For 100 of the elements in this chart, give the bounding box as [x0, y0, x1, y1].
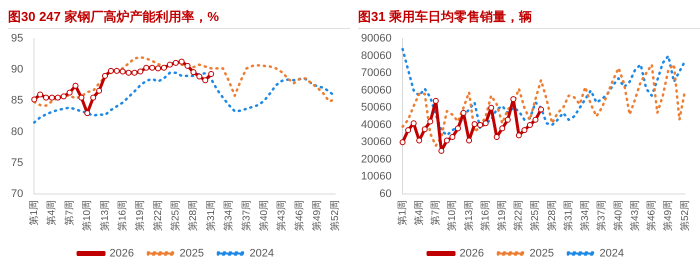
chart-title: 图30 247 家钢厂高炉产能利用率，%: [8, 8, 350, 29]
point: [427, 118, 434, 125]
point: [208, 71, 214, 78]
legend-label: 2024: [599, 248, 624, 260]
point: [482, 120, 489, 126]
x-tick-label: 第1周: [28, 200, 40, 226]
point: [521, 127, 528, 134]
x-tick-label: 第10周: [446, 200, 458, 231]
y-tick-label: 30060: [360, 136, 392, 148]
point: [184, 62, 191, 69]
point: [499, 125, 506, 132]
x-tick-label: 第16周: [116, 200, 128, 231]
x-tick-label: 第10周: [81, 200, 94, 231]
x-tick-label: 第52周: [328, 200, 341, 231]
point: [43, 94, 50, 101]
x-tick-label: 第4周: [412, 200, 425, 226]
x-tick-label: 第46周: [646, 200, 658, 231]
x-tick-label: 第43周: [628, 200, 641, 231]
y-tick-label: 95: [10, 32, 24, 45]
y-tick-label: 40060: [360, 118, 392, 131]
point: [131, 70, 138, 76]
point: [422, 126, 428, 132]
point: [532, 116, 538, 123]
x-tick-label: 第28周: [546, 200, 558, 231]
point: [494, 134, 500, 140]
point: [149, 64, 156, 71]
point: [166, 62, 173, 68]
point: [96, 88, 102, 94]
y-tick-label: 20060: [360, 153, 392, 166]
point: [526, 122, 533, 128]
x-tick-label: 第52周: [678, 200, 691, 231]
legend-label: 2025: [180, 248, 204, 260]
point: [454, 125, 461, 132]
x-tick-label: 第40周: [612, 200, 624, 231]
x-tick-label: 第46周: [293, 200, 306, 231]
point: [477, 122, 484, 128]
x-tick-label: 第22周: [152, 200, 164, 231]
point: [126, 70, 132, 76]
point: [405, 127, 412, 134]
x-tick-label: 第13周: [462, 200, 475, 231]
point: [120, 68, 126, 75]
x-tick-label: 第16周: [479, 200, 492, 231]
point: [432, 98, 439, 104]
y-tick-label: 10060: [360, 170, 392, 183]
point: [160, 64, 167, 71]
x-tick-label: 第22周: [512, 200, 525, 231]
legend-label: 2025: [530, 248, 554, 260]
point: [400, 139, 406, 146]
x-tick-label: 第34周: [579, 200, 592, 231]
x-tick-label: 第19周: [134, 200, 146, 231]
legend-label: 2024: [249, 248, 274, 260]
y-tick-label: 85: [10, 94, 24, 107]
legend-label: 2026: [110, 248, 134, 260]
point: [108, 68, 114, 74]
point: [72, 82, 79, 89]
y-tick-label: 50060: [360, 102, 392, 114]
line-series: [401, 63, 686, 147]
x-tick-label: 第31周: [204, 200, 217, 231]
line-series: [401, 48, 686, 137]
point: [143, 64, 150, 71]
y-tick-label: 60: [379, 188, 392, 200]
point: [504, 116, 511, 123]
x-tick-label: 第40周: [258, 200, 270, 231]
point: [438, 148, 444, 154]
legend-label: 2026: [460, 248, 484, 260]
x-tick-label: 第7周: [63, 200, 76, 226]
x-tick-label: 第4周: [46, 200, 58, 226]
y-tick-label: 80: [10, 126, 24, 138]
point: [114, 68, 120, 74]
x-tick-label: 第7周: [430, 200, 442, 226]
x-tick-label: 第13周: [98, 200, 111, 231]
point: [449, 134, 456, 140]
x-tick-label: 第34周: [222, 200, 235, 231]
x-tick-label: 第49周: [311, 200, 324, 231]
point: [54, 94, 61, 101]
y-tick-label: 90: [10, 64, 24, 76]
point: [37, 92, 44, 98]
point: [444, 137, 450, 144]
point: [202, 77, 208, 84]
y-tick-label: 80060: [360, 50, 392, 62]
point: [178, 58, 185, 65]
y-tick-label: 75: [10, 156, 24, 169]
point: [102, 72, 108, 79]
chart-title: 图31 乘用车日均零售销量，辆: [358, 8, 700, 29]
x-tick-label: 第31周: [562, 200, 574, 231]
point: [66, 90, 73, 96]
point: [196, 73, 202, 80]
point: [60, 93, 67, 100]
x-tick-label: 第19周: [496, 200, 508, 231]
x-tick-label: 第49周: [662, 200, 674, 231]
y-tick-label: 60060: [360, 84, 392, 96]
point: [190, 69, 196, 76]
y-tick-label: 70: [10, 188, 24, 200]
x-tick-label: 第1周: [396, 200, 408, 226]
point: [155, 65, 162, 72]
x-tick-label: 第37周: [596, 200, 608, 231]
x-tick-label: 第43周: [276, 200, 288, 231]
point: [472, 121, 478, 128]
point: [78, 94, 84, 101]
x-tick-label: 第25周: [170, 200, 182, 231]
